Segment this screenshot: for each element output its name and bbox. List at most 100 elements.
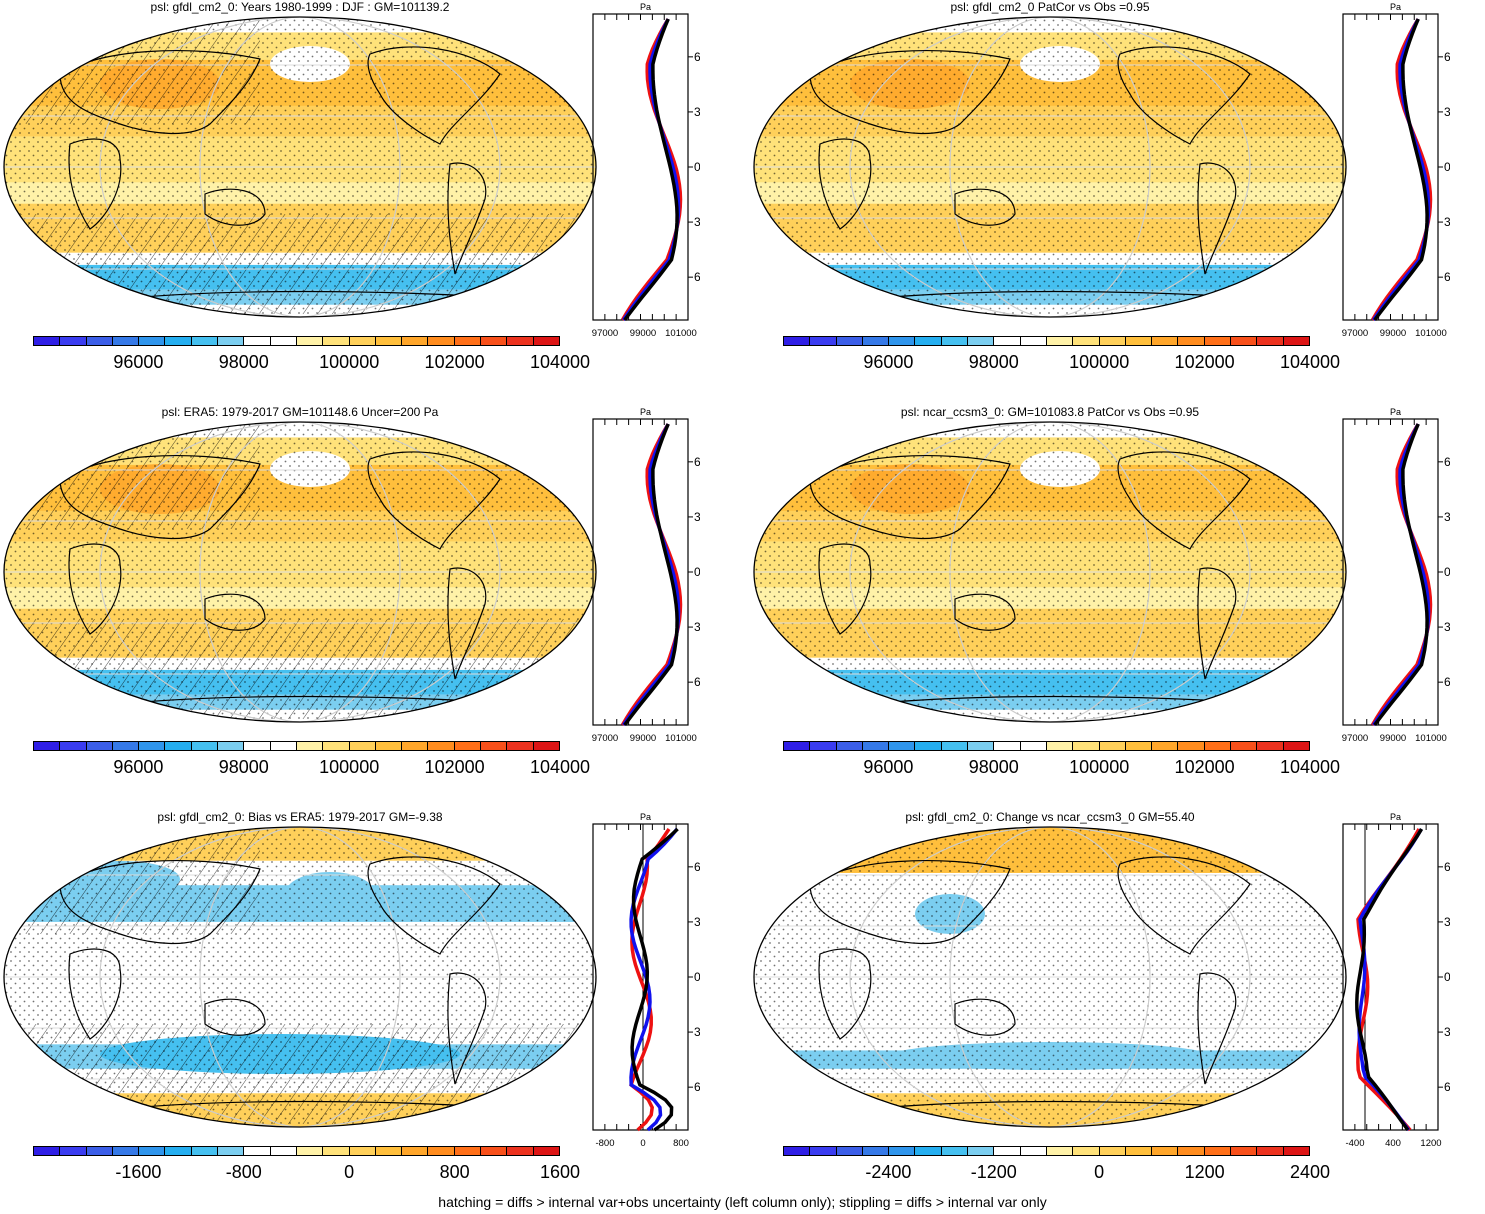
coastline	[1197, 162, 1237, 275]
profile-line-black	[623, 423, 679, 727]
colorbar-swatch	[941, 1147, 969, 1155]
colorbar-swatch	[533, 742, 559, 750]
colorbar-swatch	[402, 1147, 429, 1155]
colorbar-swatch	[191, 337, 219, 345]
colorbar-swatch	[244, 742, 271, 750]
colorbar-swatch	[349, 742, 376, 750]
lat-label: 0	[1444, 970, 1450, 984]
colorbar-swatch	[1257, 742, 1284, 750]
colorbar-swatch	[533, 337, 559, 345]
panel-bias: psl: gfdl_cm2_0: Bias vs ERA5: 1979-2017…	[0, 810, 742, 1214]
coastline	[1197, 567, 1237, 680]
colorbar-label: 100000	[319, 757, 380, 777]
coastline	[818, 948, 872, 1040]
lat-label: 0	[1444, 160, 1450, 174]
colorbar-swatch	[34, 1147, 61, 1155]
colorbar-swatch	[1099, 337, 1126, 345]
colorbar-swatch	[1073, 337, 1100, 345]
colorbar-swatch	[889, 742, 916, 750]
colorbar-swatch	[323, 337, 350, 345]
colorbar-swatch	[507, 337, 534, 345]
coastline	[59, 860, 261, 944]
colorbar-swatch	[968, 742, 995, 750]
colorbar-swatch	[112, 742, 140, 750]
colorbar-swatch	[784, 1147, 811, 1155]
colorbar-label: 104000	[1279, 757, 1341, 777]
colorbar-labels: -1600 -800 0 800 1600	[33, 1162, 580, 1184]
colorbar-swatch	[1283, 1147, 1309, 1155]
zonal-mean-profile: Pa 60N 30N 0 30S 60S 97000 99000 101000	[1342, 407, 1450, 744]
profile-frame	[1342, 823, 1439, 1131]
colorbar-swatch	[836, 1147, 863, 1155]
map-border	[753, 421, 1347, 723]
colorbar-swatch	[1231, 337, 1258, 345]
coastline	[1197, 972, 1237, 1085]
colorbar-swatch	[244, 337, 271, 345]
colorbar-swatch	[533, 1147, 559, 1155]
colorbar-swatch	[139, 1147, 166, 1155]
colorbar-swatch	[218, 1147, 245, 1155]
colorbar-swatch	[481, 1147, 508, 1155]
colorbar-swatch	[481, 742, 508, 750]
panel-title: psl: ERA5: 1979-2017 GM=101148.6 Uncer=2…	[161, 405, 439, 419]
colorbar-swatch	[1020, 742, 1047, 750]
profile-line-red	[1370, 18, 1433, 321]
colorbar-swatch	[349, 1147, 376, 1155]
colorbar-swatch	[1125, 742, 1153, 750]
colorbar-label: 102000	[424, 352, 485, 372]
colorbar-swatch	[375, 1147, 403, 1155]
coastline	[59, 455, 261, 539]
profile-xtick-label: 99000	[1380, 733, 1406, 744]
colorbar	[783, 1146, 1310, 1156]
colorbar-swatch	[810, 337, 837, 345]
profile-unit: Pa	[640, 812, 651, 822]
colorbar-swatch	[1152, 1147, 1179, 1155]
colorbar-swatch	[889, 1147, 916, 1155]
colorbar-swatch	[941, 337, 969, 345]
lat-label: 30N	[1444, 915, 1450, 929]
colorbar-swatch	[862, 337, 890, 345]
coastline	[1117, 451, 1251, 550]
zonal-mean-profile: Pa 60N 30N 0 30S 60S 97000 99000 101000	[592, 407, 700, 744]
colorbar-swatch	[454, 337, 482, 345]
colorbar-label: -800	[225, 1162, 262, 1182]
colorbar-swatch	[375, 742, 403, 750]
colorbar-swatch	[1046, 742, 1074, 750]
lat-label: 30S	[1444, 620, 1450, 634]
panel-era5: psl: ERA5: 1979-2017 GM=101148.6 Uncer=2…	[0, 405, 742, 809]
colorbar	[33, 741, 560, 751]
panel-title: psl: ncar_ccsm3_0: GM=101083.8 PatCor vs…	[900, 405, 1200, 419]
profile-xtick-label: 101000	[665, 733, 697, 744]
hatching	[4, 17, 260, 124]
colorbar-swatch	[1125, 1147, 1153, 1155]
colorbar	[33, 1146, 560, 1156]
colorbar-swatch	[296, 742, 324, 750]
lat-label: 60N	[694, 50, 700, 64]
profile-xtick-label: 101000	[1415, 328, 1447, 339]
panel-ncar: psl: ncar_ccsm3_0: GM=101083.8 PatCor vs…	[750, 405, 1485, 809]
profile-line-red	[1370, 423, 1433, 726]
colorbar-swatch	[402, 337, 429, 345]
profile-line-red	[620, 18, 683, 321]
colorbar-swatch	[1073, 742, 1100, 750]
map-plot	[3, 826, 597, 1128]
coastline	[367, 46, 501, 145]
lat-label: 30N	[1444, 105, 1450, 119]
profile-xtick-label: 101000	[665, 328, 697, 339]
lat-label: 60S	[1444, 270, 1450, 284]
coastline	[68, 948, 122, 1040]
colorbar-swatch	[1257, 337, 1284, 345]
colorbar-swatch	[784, 742, 811, 750]
colorbar-label: 2400	[1289, 1162, 1331, 1182]
coastline	[809, 455, 1011, 539]
lat-label: 60S	[694, 270, 700, 284]
lat-label: 60N	[1444, 455, 1450, 469]
colorbar-label: 1600	[539, 1162, 581, 1182]
colorbar-swatch	[1046, 1147, 1074, 1155]
colorbar-swatch	[34, 337, 61, 345]
coastline	[204, 998, 266, 1036]
profile-xtick-label: -400	[1345, 1138, 1364, 1149]
profile-line-black	[630, 827, 679, 1132]
zonal-mean-profile: Pa 60N 30N 0 30S 60S 97000 99000 101000	[1342, 2, 1450, 339]
lat-label: 60N	[694, 455, 700, 469]
